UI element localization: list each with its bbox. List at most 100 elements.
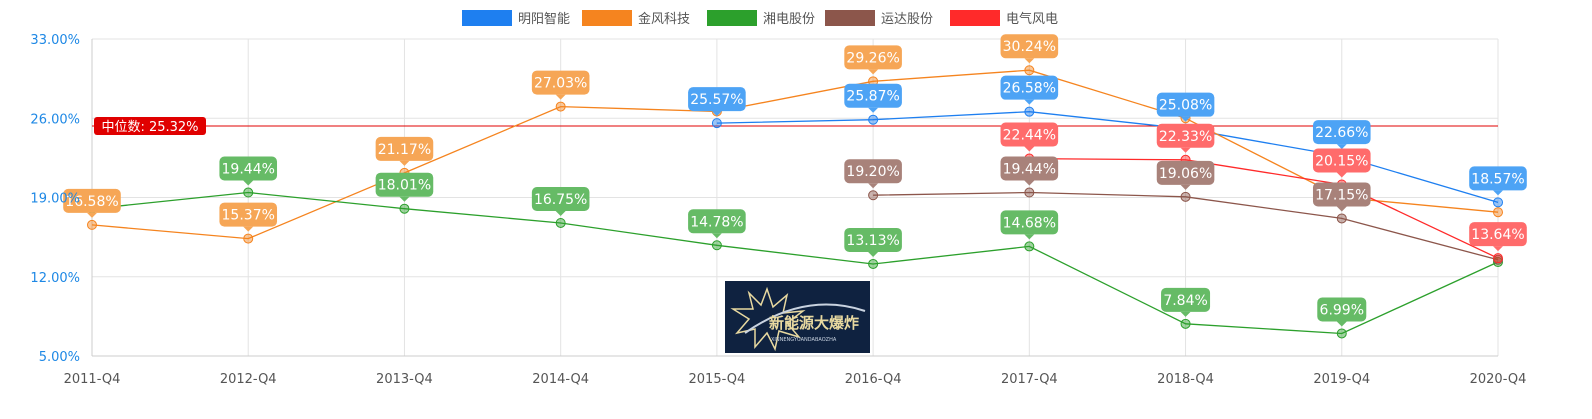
- data-label-pointer: [1024, 146, 1035, 152]
- data-label: 16.75%: [534, 192, 587, 208]
- data-point: [243, 233, 254, 244]
- data-label-box: [219, 202, 278, 227]
- legend-swatch: [825, 10, 875, 26]
- data-point: [555, 217, 566, 228]
- data-label-pointer: [868, 183, 879, 189]
- data-point: [1336, 328, 1347, 339]
- watermark-subtext: XINNENGYUANDABAOZHA: [771, 337, 837, 343]
- data-label-pointer: [1180, 147, 1191, 153]
- data-label: 20.15%: [1315, 153, 1368, 169]
- data-label: 27.03%: [534, 76, 587, 92]
- data-label-pointer: [243, 226, 254, 232]
- legend-label: 电气风电: [1006, 11, 1058, 27]
- data-label-pointer: [1180, 184, 1191, 190]
- y-tick-label: 12.00%: [30, 271, 80, 286]
- legend-swatch: [707, 10, 757, 26]
- data-label-box: [375, 172, 434, 197]
- legend-label: 明阳智能: [518, 12, 570, 27]
- data-label-pointer: [555, 210, 566, 216]
- data-point: [1180, 318, 1191, 329]
- data-label-box: [1161, 287, 1211, 312]
- data-label-box: [1469, 166, 1527, 191]
- data-label-box: [531, 70, 590, 95]
- median-label: 中位数: 25.32%: [101, 120, 198, 135]
- data-label-pointer: [87, 212, 97, 218]
- data-point: [711, 240, 722, 251]
- data-label-pointer: [711, 111, 722, 117]
- legend-swatch: [950, 10, 1000, 26]
- data-point: [868, 258, 879, 269]
- data-label-pointer: [868, 69, 879, 75]
- data-label-box: [1469, 222, 1527, 247]
- data-label-box: [1317, 297, 1367, 322]
- data-label-box: [219, 156, 278, 181]
- data-label-pointer: [243, 180, 254, 186]
- data-label: 22.66%: [1315, 125, 1368, 141]
- data-point: [87, 219, 97, 230]
- series-line-1: [91, 69, 1499, 240]
- data-label-pointer: [1024, 58, 1035, 64]
- legend-swatch: [582, 10, 632, 26]
- data-label: 13.13%: [846, 233, 899, 249]
- data-point: [1493, 257, 1503, 268]
- data-label: 19.44%: [1003, 162, 1056, 178]
- data-label-box: [844, 159, 902, 184]
- median-label-box: [94, 116, 206, 135]
- x-tick-label: 2016-Q4: [845, 372, 902, 387]
- data-label: 29.26%: [846, 50, 899, 66]
- data-label: 17.15%: [1315, 187, 1368, 203]
- data-label-pointer: [399, 160, 410, 166]
- data-label-pointer: [555, 94, 566, 100]
- data-point: [1493, 197, 1503, 208]
- y-axis-labels: 33.00% 26.00% 19.00% 12.00% 5.00%: [30, 33, 80, 365]
- data-label-box: [1000, 156, 1059, 181]
- data-label: 30.24%: [1003, 39, 1056, 55]
- data-label: 15.37%: [222, 208, 275, 224]
- data-point: [1493, 207, 1503, 218]
- data-label-pointer: [1493, 246, 1503, 252]
- legend-label: 运达股份: [881, 12, 933, 27]
- watermark-text: 新能源大爆炸: [769, 314, 859, 332]
- data-point: [1024, 241, 1035, 252]
- data-point: [868, 190, 879, 201]
- data-label-box: [1000, 34, 1059, 59]
- data-label-box: [531, 186, 590, 211]
- y-tick-label: 33.00%: [30, 33, 80, 48]
- data-label-pointer: [1336, 144, 1347, 150]
- data-label: 22.44%: [1003, 128, 1056, 144]
- data-point: [1493, 253, 1503, 264]
- data-label-pointer: [711, 233, 722, 239]
- x-tick-label: 2014-Q4: [532, 372, 589, 387]
- data-label-pointer: [399, 196, 410, 202]
- data-label-pointer: [1336, 172, 1347, 178]
- data-label-pointer: [868, 251, 879, 257]
- x-tick-label: 2013-Q4: [376, 372, 433, 387]
- data-label: 18.01%: [378, 178, 431, 194]
- data-label: 19.44%: [222, 162, 275, 178]
- data-label: 21.17%: [378, 142, 431, 158]
- data-label-box: [688, 209, 746, 234]
- data-point: [1024, 65, 1035, 76]
- data-point: [399, 203, 410, 214]
- data-label-pointer: [1336, 321, 1347, 327]
- x-tick-label: 2019-Q4: [1313, 372, 1370, 387]
- data-label: 19.06%: [1159, 166, 1212, 182]
- data-point: [1024, 187, 1035, 198]
- data-label-box: [1156, 160, 1215, 185]
- data-label-pointer: [1024, 99, 1035, 105]
- x-axis-labels: 2011-Q4 2012-Q4 2013-Q4 2014-Q4 2015-Q4 2016-…: [64, 372, 1527, 387]
- x-tick-label: 2012-Q4: [220, 372, 277, 387]
- data-label: 16.58%: [65, 194, 118, 210]
- data-label-box: [1000, 210, 1059, 235]
- data-label: 13.64%: [1471, 227, 1524, 243]
- series-line-3: [873, 191, 1499, 261]
- data-label-box: [1000, 122, 1059, 147]
- data-point: [1024, 106, 1035, 117]
- data-label-box: [1156, 123, 1215, 148]
- median-line: 中位数: 25.32%: [92, 116, 1498, 135]
- data-label-box: [844, 83, 902, 108]
- data-labels: 25.57% 25.87% 26.58% 25.08% 22.66% 18.57% 16.5…: [63, 34, 1527, 327]
- data-label-pointer: [1024, 234, 1035, 240]
- data-point: [868, 114, 879, 125]
